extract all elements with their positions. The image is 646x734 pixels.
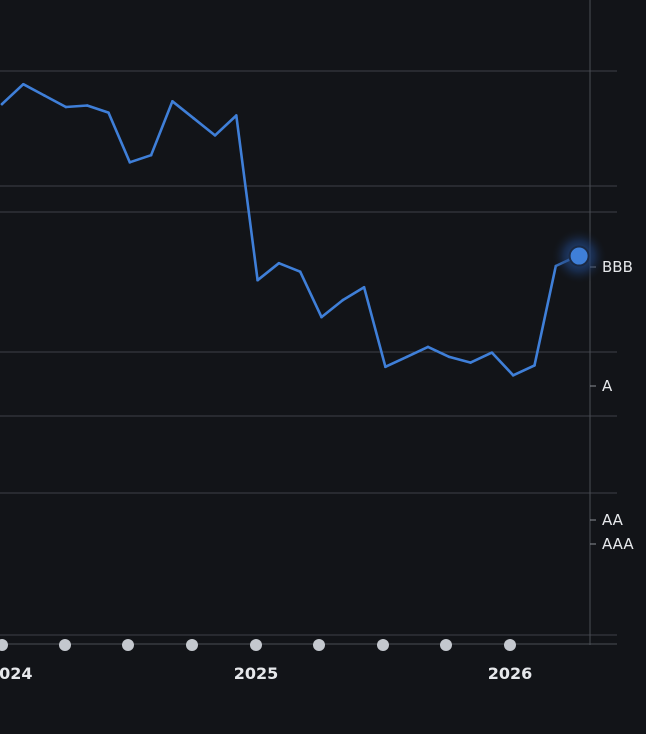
x-tick-dot	[122, 639, 134, 651]
x-tick-dot	[250, 639, 262, 651]
data-point	[22, 82, 25, 86]
data-point	[469, 361, 472, 364]
data-point	[298, 270, 302, 273]
y-tick-label-bbb: BBB	[602, 258, 633, 276]
data-point	[341, 298, 345, 302]
x-tick-label-2024: 2024	[0, 664, 33, 683]
data-point	[128, 161, 132, 164]
data-point	[405, 355, 409, 359]
x-tick-dot	[313, 639, 325, 651]
data-point	[43, 94, 46, 97]
data-point	[256, 278, 259, 282]
x-tick-label-2025: 2025	[234, 664, 279, 683]
data-point	[362, 286, 366, 289]
data-point	[64, 105, 68, 109]
x-tick-label-2026: 2026	[488, 664, 533, 683]
data-point	[213, 134, 217, 137]
data-point	[533, 364, 536, 367]
x-tick-dot	[504, 639, 516, 651]
data-point	[320, 315, 323, 319]
data-point	[171, 99, 174, 103]
data-point	[85, 104, 89, 107]
series-line	[0, 82, 579, 377]
x-tick-dot	[0, 639, 8, 651]
data-point	[511, 374, 515, 377]
data-point	[149, 153, 153, 157]
data-point	[448, 355, 451, 359]
latest-point-marker[interactable]	[568, 245, 590, 267]
data-point	[490, 351, 494, 354]
x-tick-dot	[186, 639, 198, 651]
x-tick-dot	[59, 639, 71, 651]
y-tick-label-a: A	[602, 377, 613, 395]
data-point	[384, 365, 387, 369]
x-tick-dot	[440, 639, 452, 651]
data-point	[426, 345, 430, 349]
data-point	[235, 114, 238, 117]
y-tick-label-aa: AA	[602, 511, 624, 529]
x-tick-dot	[377, 639, 389, 651]
y-tick-label-aaa: AAA	[602, 535, 634, 553]
data-point	[192, 117, 195, 120]
data-point	[0, 102, 4, 106]
data-point	[277, 261, 281, 265]
data-point	[107, 111, 110, 114]
